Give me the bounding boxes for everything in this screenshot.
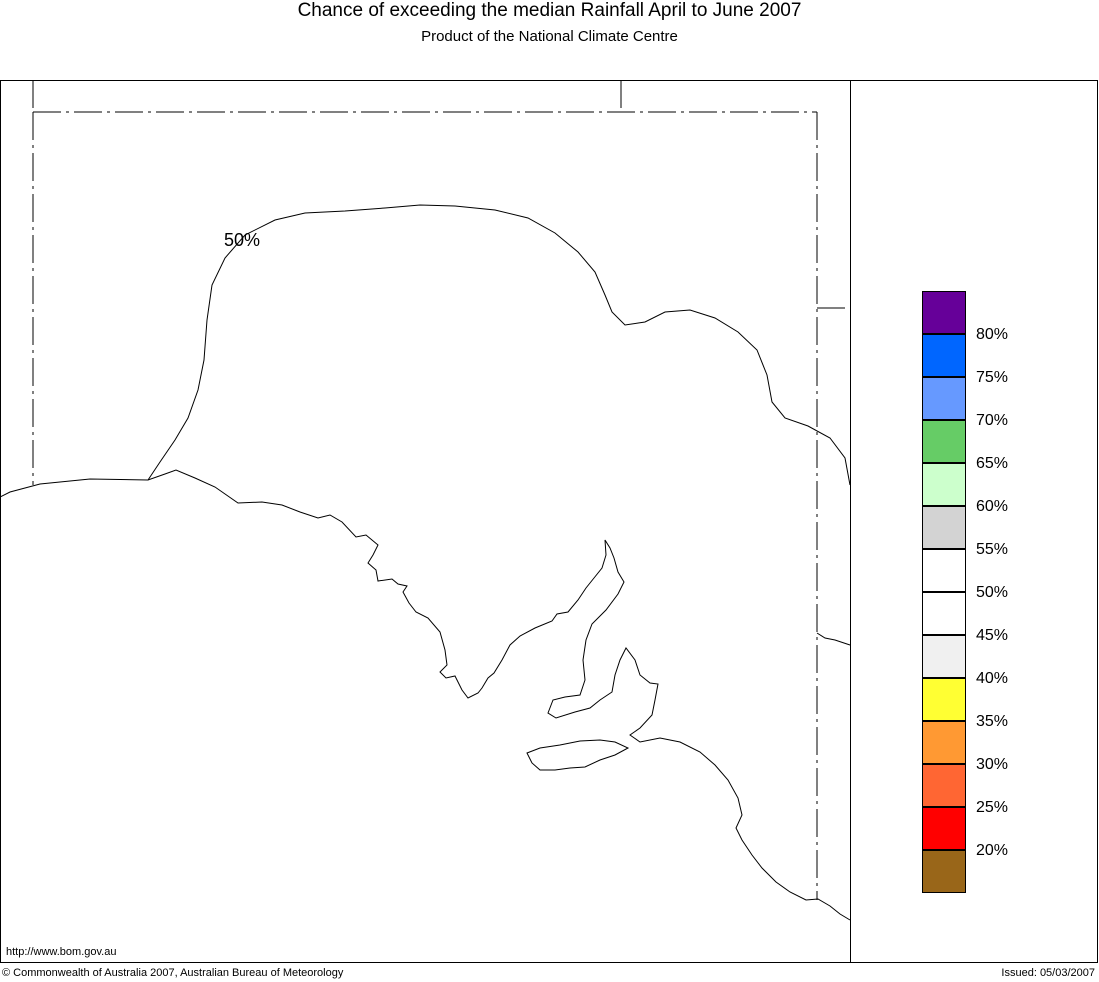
legend-label: 50% <box>976 584 1009 601</box>
legend-swatch <box>922 420 966 463</box>
legend-label: 70% <box>976 412 1009 429</box>
kangaroo-island <box>526 739 630 771</box>
legend-label: 75% <box>976 369 1009 386</box>
legend-label: 40% <box>976 670 1009 687</box>
source-url: http://www.bom.gov.au <box>6 946 117 958</box>
legend-swatch <box>922 377 966 420</box>
issued-date: Issued: 05/03/2007 <box>1001 967 1095 979</box>
legend-swatch <box>922 850 966 893</box>
legend-swatch <box>922 764 966 807</box>
legend-swatch <box>922 506 966 549</box>
coastline <box>0 469 851 921</box>
legend-swatch <box>922 721 966 764</box>
legend-swatch <box>922 807 966 850</box>
legend-label: 55% <box>976 541 1009 558</box>
legend-swatch <box>922 678 966 721</box>
legend-swatch <box>922 334 966 377</box>
state-borders <box>32 80 850 900</box>
legend-swatch <box>922 635 966 678</box>
coastline-mainland <box>0 469 851 921</box>
legend-swatch <box>922 592 966 635</box>
legend-swatch <box>922 291 966 334</box>
map-title: Chance of exceeding the median Rainfall … <box>297 0 802 21</box>
contour-50-percent <box>147 204 851 486</box>
map-frame <box>0 80 1098 963</box>
legend-label: 25% <box>976 799 1009 816</box>
legend-label: 45% <box>976 627 1009 644</box>
legend-label: 30% <box>976 756 1009 773</box>
contour-label: 50% <box>224 230 261 250</box>
legend-label: 65% <box>976 455 1009 472</box>
legend-label: 20% <box>976 842 1009 859</box>
map-subtitle: Product of the National Climate Centre <box>421 28 678 45</box>
copyright-notice: © Commonwealth of Australia 2007, Austra… <box>2 967 344 979</box>
legend-swatch <box>922 463 966 506</box>
legend-label: 60% <box>976 498 1009 515</box>
legend-label: 80% <box>976 326 1009 343</box>
legend-swatch <box>922 549 966 592</box>
coastline-east <box>816 632 851 646</box>
legend-divider <box>850 80 851 963</box>
legend-label: 35% <box>976 713 1009 730</box>
